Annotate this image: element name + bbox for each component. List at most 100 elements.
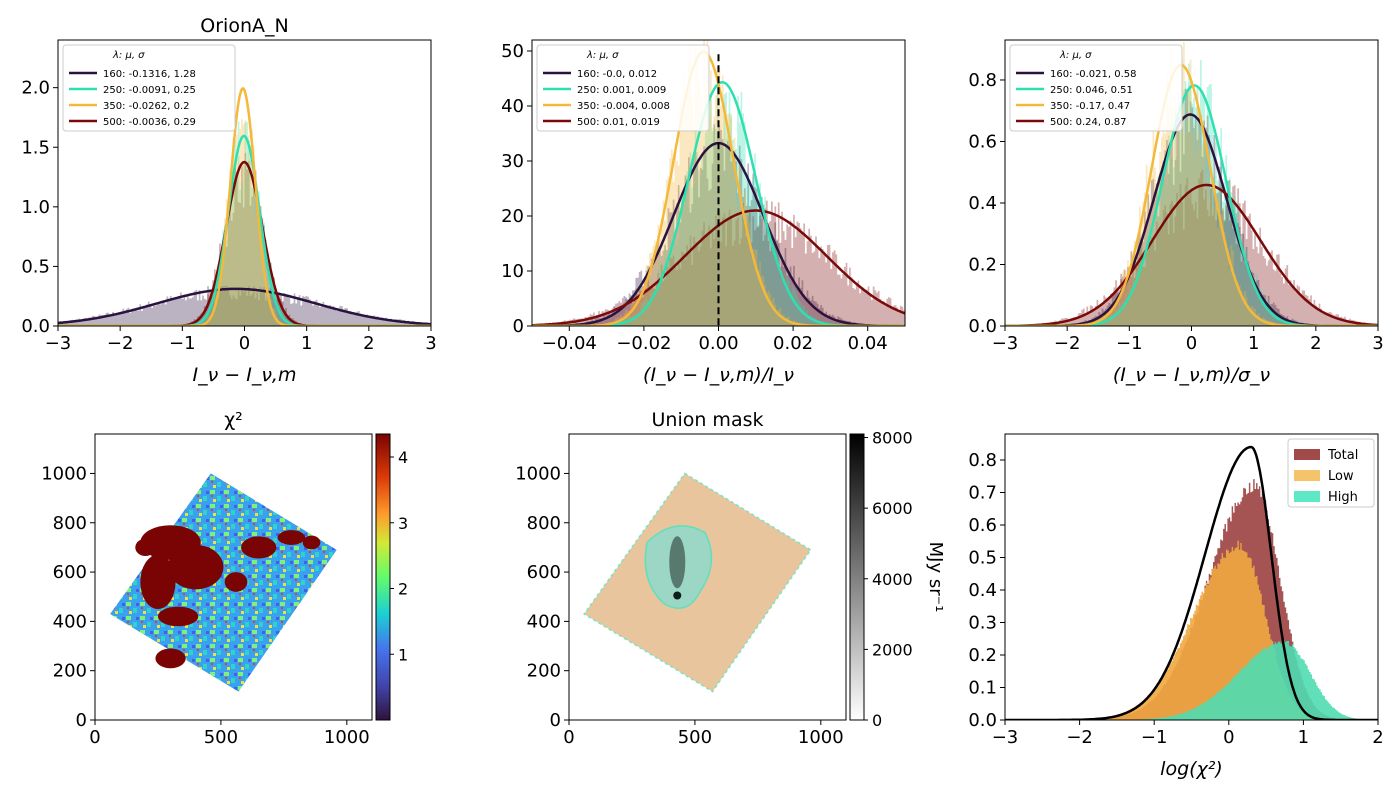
colorbar-tick-label: 0 <box>872 711 882 730</box>
panel-title: χ² <box>224 409 243 431</box>
y-tick-label: 800 <box>53 513 87 534</box>
hist-350 <box>1005 42 1378 326</box>
x-tick-label: −1 <box>1141 727 1168 748</box>
chart-p3: −3 −2 −1 0 1 2 3 0.0 0.2 0.4 0.6 0.8 (I_ν − I_ν,m)/σ… <box>968 39 1384 386</box>
y-tick-label: 2.0 <box>21 78 50 99</box>
y-tick-label: 0.1 <box>968 678 997 699</box>
hist-350 <box>532 40 905 326</box>
hist-500 <box>58 153 431 326</box>
colorbar <box>375 433 391 721</box>
x-tick-label: −0.02 <box>616 333 671 354</box>
chart-p6: −3 −2 −1 0 1 2 0.0 0.1 0.2 0.3 0.4 0.5 0.6 0.7 0.8 log(… <box>968 433 1384 780</box>
legend-swatch <box>1294 491 1320 502</box>
fit-curve-250 <box>58 134 431 326</box>
fit-curve-160 <box>58 287 431 326</box>
legend-entry: 500: 0.01, 0.019 <box>577 117 660 128</box>
y-tick-label: 50 <box>501 41 524 62</box>
x-tick-label: 0 <box>239 333 250 354</box>
x-tick-label: 2 <box>363 333 374 354</box>
x-axis-label: (I_ν − I_ν,m)/σ_ν <box>1113 364 1271 386</box>
x-tick-label: 0 <box>89 727 100 748</box>
legend: λ: μ, σ 160: -0.1316, 1.28 250: -0.0091, 0… <box>62 44 236 132</box>
legend-entry: 160: -0.0, 0.012 <box>577 69 657 80</box>
y-tick-label: 200 <box>53 661 87 682</box>
y-tick-label: 600 <box>527 562 561 583</box>
y-tick-label: 1.5 <box>21 137 50 158</box>
x-tick-label: 1000 <box>324 727 370 748</box>
hist-160 <box>58 285 431 326</box>
y-tick-label: 0.4 <box>968 193 997 214</box>
hist-low <box>1005 540 1378 720</box>
x-tick-label: −2 <box>1054 333 1081 354</box>
y-tick-label: 400 <box>527 611 561 632</box>
x-tick-label: 0 <box>1186 333 1197 354</box>
y-tick-label: 0.5 <box>21 256 50 277</box>
x-tick-label: 3 <box>1372 333 1383 354</box>
x-tick-label: 2 <box>1310 333 1321 354</box>
x-tick-label: 0.00 <box>698 333 738 354</box>
x-tick-label: −3 <box>45 333 72 354</box>
x-tick-label: 0.04 <box>848 333 888 354</box>
fit-curve-500 <box>58 160 431 326</box>
chi2-region <box>277 530 306 545</box>
y-tick-label: 0.6 <box>968 515 997 536</box>
legend-header: λ: μ, σ <box>112 50 145 61</box>
fit-curve-500 <box>1005 183 1378 326</box>
x-tick-label: 500 <box>204 727 238 748</box>
y-tick-label: 800 <box>527 513 561 534</box>
colorbar-tick-label: 4000 <box>872 570 913 589</box>
x-tick-label: 0 <box>563 727 574 748</box>
y-tick-label: 10 <box>501 261 524 282</box>
hist-250 <box>532 86 905 326</box>
x-tick-label: 3 <box>425 333 436 354</box>
legend-entry: 350: -0.0262, 0.2 <box>103 101 190 112</box>
y-tick-label: 400 <box>53 611 87 632</box>
y-tick-label: 1000 <box>41 463 87 484</box>
x-axis-label: I_ν − I_ν,m <box>193 364 297 386</box>
y-tick-label: 40 <box>501 96 524 117</box>
y-tick-label: 600 <box>53 562 87 583</box>
bright-core <box>673 591 682 600</box>
y-tick-label: 0.3 <box>968 613 997 634</box>
x-axis-label: (I_ν − I_ν,m)/I_ν <box>643 364 794 386</box>
colorbar-tick-label: 6000 <box>872 499 913 518</box>
chi2-region <box>140 554 176 610</box>
legend-header: λ: μ, σ <box>586 50 619 61</box>
y-tick-label: 0.0 <box>968 316 997 337</box>
y-tick-label: 0.0 <box>968 710 997 731</box>
chi2-map <box>110 473 337 692</box>
y-tick-label: 0.2 <box>968 645 997 666</box>
x-tick-label: 1 <box>1298 727 1309 748</box>
x-tick-label: 500 <box>678 727 712 748</box>
chi2-region <box>135 538 156 557</box>
legend-entry: 350: -0.004, 0.008 <box>577 101 670 112</box>
y-tick-label: 0 <box>513 316 524 337</box>
y-tick-label: 0 <box>76 710 87 731</box>
x-tick-label: 1 <box>1248 333 1259 354</box>
hist-160 <box>1005 88 1378 326</box>
x-tick-label: −3 <box>992 333 1019 354</box>
chart-p1: −3 −2 −1 0 1 2 3 0.0 0.5 1.0 1.5 2.0 OrionA_N I_ν − I… <box>21 15 436 386</box>
colorbar-tick-label: 2000 <box>872 640 913 659</box>
chart-p2: −0.04 −0.02 0.00 0.02 0.04 0 10 20 30 40 50 (I_ν − … <box>501 39 906 386</box>
y-tick-label: 1000 <box>515 463 561 484</box>
legend-entry: Total <box>1327 448 1358 463</box>
legend-entry: 250: -0.0091, 0.25 <box>103 85 196 96</box>
hist-250 <box>1005 60 1378 326</box>
colorbar-label: MJy sr⁻¹ <box>925 542 946 613</box>
colorbar-tick-label: 8000 <box>872 429 913 448</box>
x-tick-label: −1 <box>169 333 196 354</box>
y-tick-label: 0.6 <box>968 131 997 152</box>
y-tick-label: 0.8 <box>968 450 997 471</box>
y-tick-label: 0.7 <box>968 483 997 504</box>
hist-350 <box>58 119 431 326</box>
legend-entry: 500: 0.24, 0.87 <box>1050 117 1127 128</box>
hist-500 <box>1005 169 1378 326</box>
legend-entry: High <box>1328 490 1358 505</box>
chi2-region <box>155 648 186 669</box>
y-tick-label: 0.8 <box>968 70 997 91</box>
legend-header: λ: μ, σ <box>1059 50 1092 61</box>
legend-entry: 160: -0.1316, 1.28 <box>103 69 196 80</box>
y-tick-label: 0.0 <box>21 316 50 337</box>
y-tick-label: 1.0 <box>21 197 50 218</box>
